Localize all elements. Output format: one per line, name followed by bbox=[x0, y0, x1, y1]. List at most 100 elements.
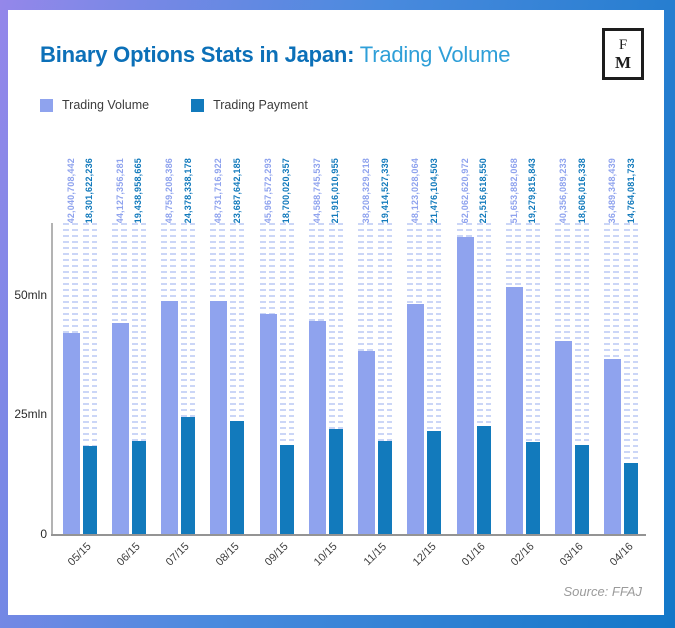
bar-group-08-15: 48,731,716,922 23,687,642,185 08/15 bbox=[203, 128, 252, 582]
bar-volume bbox=[111, 322, 129, 534]
bar-track-volume bbox=[210, 223, 228, 534]
value-label-payment: 14,764,081,733 bbox=[625, 157, 636, 223]
value-label-payment: 21,916,010,955 bbox=[330, 157, 341, 223]
bar-volume bbox=[259, 314, 277, 534]
value-label-volume: 51,653,882,068 bbox=[508, 157, 519, 223]
bar-track-payment bbox=[328, 223, 343, 534]
x-tick-label: 10/15 bbox=[311, 540, 340, 569]
bar-volume bbox=[604, 359, 622, 534]
bar-payment bbox=[82, 446, 97, 534]
value-label-volume: 48,731,716,922 bbox=[213, 157, 224, 223]
bar-track-payment bbox=[525, 223, 540, 534]
bar-payment bbox=[181, 417, 196, 534]
value-label-payment: 18,700,020,357 bbox=[281, 157, 292, 223]
bar-track-volume bbox=[555, 223, 573, 534]
bar-volume bbox=[555, 340, 573, 534]
bar-payment bbox=[525, 441, 540, 534]
bar-group-05-15: 42,040,708,442 18,301,622,236 05/15 bbox=[55, 128, 104, 582]
bar-group-07-15: 48,759,208,386 24,378,338,178 07/15 bbox=[154, 128, 203, 582]
title-bold: Binary Options Stats in Japan: bbox=[40, 42, 355, 67]
legend-swatch-trading-payment bbox=[191, 98, 205, 112]
bar-payment bbox=[279, 444, 294, 534]
bar-volume bbox=[308, 320, 326, 534]
x-tick-label: 07/15 bbox=[164, 540, 193, 569]
title-subtitle: Trading Volume bbox=[354, 42, 511, 67]
bar-group-09-15: 45,967,572,293 18,700,020,357 09/15 bbox=[252, 128, 301, 582]
bar-payment bbox=[328, 429, 343, 534]
value-label-payment: 21,476,104,503 bbox=[428, 157, 439, 223]
legend-item-trading-payment: Trading Payment bbox=[191, 98, 308, 112]
bar-track-volume bbox=[161, 223, 179, 534]
infographic-card: Binary Options Stats in Japan: Trading V… bbox=[8, 10, 664, 615]
chart-legend: Trading Volume Trading Payment bbox=[40, 98, 308, 112]
y-axis-line bbox=[51, 223, 53, 536]
x-tick-label: 06/15 bbox=[114, 540, 143, 569]
bar-track-payment bbox=[181, 223, 196, 534]
value-label-volume: 40,356,089,233 bbox=[558, 157, 569, 223]
bar-track-volume bbox=[407, 223, 425, 534]
bar-volume bbox=[62, 332, 80, 534]
plot-groups: 42,040,708,442 18,301,622,236 05/15 44,127,… bbox=[55, 128, 646, 582]
bar-track-volume bbox=[358, 223, 376, 534]
value-label-volume: 44,127,356,281 bbox=[114, 157, 125, 223]
x-tick-label: 09/15 bbox=[262, 540, 291, 569]
bar-volume bbox=[505, 286, 523, 534]
x-tick-label: 12/15 bbox=[410, 540, 439, 569]
bar-payment bbox=[378, 441, 393, 534]
bar-group-11-15: 38,208,329,218 19,414,527,339 11/15 bbox=[351, 128, 400, 582]
bar-track-volume bbox=[456, 223, 474, 534]
bar-track-payment bbox=[230, 223, 245, 534]
bar-group-12-15: 48,123,028,064 21,476,104,503 12/15 bbox=[400, 128, 449, 582]
bar-track-payment bbox=[427, 223, 442, 534]
value-label-payment: 18,301,622,236 bbox=[84, 157, 95, 223]
bar-group-06-15: 44,127,356,281 19,438,958,665 06/15 bbox=[104, 128, 153, 582]
bar-volume bbox=[407, 303, 425, 534]
value-label-volume: 42,040,708,442 bbox=[65, 157, 76, 223]
fm-logo: F M bbox=[602, 28, 644, 80]
value-label-volume: 44,588,745,537 bbox=[311, 157, 322, 223]
value-label-payment: 22,516,618,550 bbox=[478, 157, 489, 223]
value-label-volume: 45,967,572,293 bbox=[262, 157, 273, 223]
bar-track-payment bbox=[476, 223, 491, 534]
bar-track-volume bbox=[259, 223, 277, 534]
bar-payment bbox=[476, 426, 491, 534]
bar-track-payment bbox=[624, 223, 639, 534]
bar-track-payment bbox=[575, 223, 590, 534]
legend-label-trading-volume: Trading Volume bbox=[62, 98, 150, 112]
bar-chart: 42,040,708,442 18,301,622,236 05/15 44,127,… bbox=[14, 128, 646, 582]
source-credit: Source: FFAJ bbox=[563, 584, 642, 599]
x-axis-line bbox=[51, 534, 646, 536]
bar-group-02-16: 51,653,882,068 19,279,815,843 02/16 bbox=[498, 128, 547, 582]
value-label-payment: 23,687,642,185 bbox=[231, 157, 242, 223]
value-label-volume: 62,062,620,972 bbox=[459, 157, 470, 223]
value-label-payment: 18,606,016,338 bbox=[576, 157, 587, 223]
x-tick-label: 02/16 bbox=[508, 540, 537, 569]
bar-payment bbox=[427, 431, 442, 534]
value-label-volume: 36,489,348,439 bbox=[607, 157, 618, 223]
x-tick-label: 05/15 bbox=[65, 540, 94, 569]
bar-group-01-16: 62,062,620,972 22,516,618,550 01/16 bbox=[449, 128, 498, 582]
x-tick-label: 11/15 bbox=[361, 540, 389, 569]
bar-track-volume bbox=[111, 223, 129, 534]
value-label-payment: 19,279,815,843 bbox=[527, 157, 538, 223]
bar-track-payment bbox=[279, 223, 294, 534]
bar-payment bbox=[230, 420, 245, 534]
legend-swatch-trading-volume bbox=[40, 98, 53, 112]
y-tick-label: 0 bbox=[40, 527, 47, 541]
y-tick-label: 50mln bbox=[14, 287, 47, 302]
bar-payment bbox=[575, 444, 590, 534]
bar-track-volume bbox=[505, 223, 523, 534]
x-tick-label: 08/15 bbox=[213, 540, 242, 569]
bar-track-payment bbox=[82, 223, 97, 534]
fm-logo-letter-m: M bbox=[614, 52, 632, 72]
x-tick-label: 01/16 bbox=[459, 540, 488, 569]
bar-group-03-16: 40,356,089,233 18,606,016,338 03/16 bbox=[548, 128, 597, 582]
bar-track-volume bbox=[604, 223, 622, 534]
value-label-payment: 24,378,338,178 bbox=[182, 157, 193, 223]
x-tick-label: 03/16 bbox=[558, 540, 587, 569]
x-tick-label: 04/16 bbox=[607, 540, 636, 569]
value-label-volume: 38,208,329,218 bbox=[361, 157, 372, 223]
value-label-payment: 19,414,527,339 bbox=[379, 157, 390, 223]
bar-track-volume bbox=[308, 223, 326, 534]
